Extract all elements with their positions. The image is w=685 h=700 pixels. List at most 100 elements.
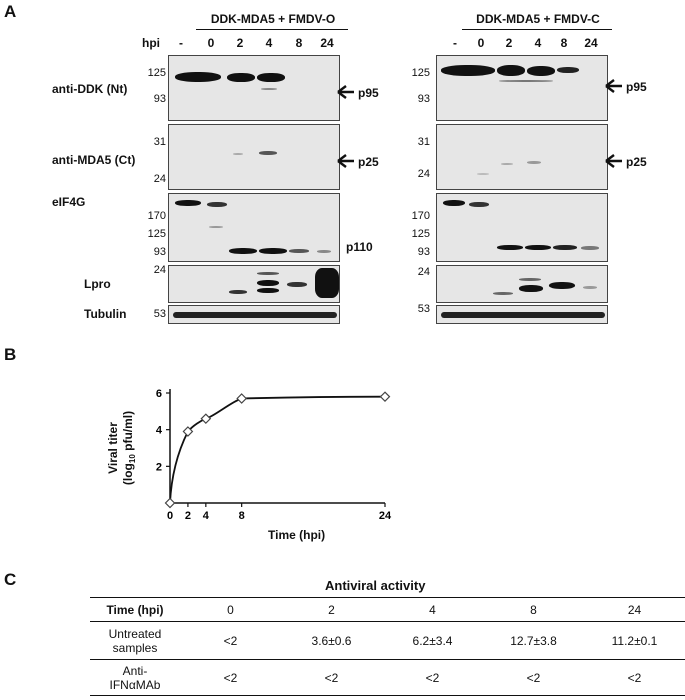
table-row-label: Anti- IFNαMAb bbox=[109, 663, 161, 692]
left-lane-label: 2 bbox=[236, 36, 244, 50]
ylabel-line2: (log10 pfu/ml) bbox=[120, 410, 138, 486]
data-point bbox=[379, 391, 391, 403]
left-lane-label: 4 bbox=[265, 36, 273, 50]
table-cell: <2 bbox=[324, 670, 339, 685]
left-lane-label: - bbox=[179, 36, 183, 50]
blot-left-anti-ddk bbox=[168, 55, 340, 121]
panel-a-letter: A bbox=[4, 2, 17, 21]
left-p110-label: p110 bbox=[346, 240, 373, 254]
right-p95-label: p95 bbox=[626, 80, 647, 94]
table-cell: 11.2±0.1 bbox=[611, 633, 658, 648]
right-title-rule bbox=[462, 29, 612, 30]
chart-xlabel: Time (hpi) bbox=[268, 528, 326, 542]
right-blot-title: DDK-MDA5 + FMDV-C bbox=[476, 12, 600, 26]
left-title-rule bbox=[196, 29, 348, 30]
table-header-cell: 8 bbox=[530, 602, 537, 617]
table-cell: <2 bbox=[425, 670, 440, 685]
blot-right-anti-mda5 bbox=[436, 124, 608, 190]
chart-ylabel: Viral titer (log10 pfu/ml) bbox=[106, 388, 140, 508]
right-lane-label: 4 bbox=[534, 36, 542, 50]
table-header-cell: 2 bbox=[328, 602, 335, 617]
blot-right-anti-ddk bbox=[436, 55, 608, 121]
right-arrow-p95 bbox=[605, 79, 622, 93]
table-header-cell: 24 bbox=[627, 602, 642, 617]
table-cell: <2 bbox=[526, 670, 541, 685]
panel-b-letter: B bbox=[4, 345, 17, 364]
blot-right-eif4g bbox=[436, 193, 608, 262]
x-tick-label: 2 bbox=[185, 510, 191, 522]
table-cell: 6.2±3.4 bbox=[412, 633, 453, 648]
y-tick-label: 6 bbox=[156, 388, 162, 400]
table-header-cell: Time (hpi) bbox=[106, 602, 164, 617]
mw-marker: 24 bbox=[153, 264, 166, 276]
table-row-label: Untreated samples bbox=[108, 626, 162, 655]
mw-marker: 53 bbox=[153, 308, 166, 320]
table-title: Antiviral activity bbox=[325, 578, 426, 593]
blot-left-tubulin bbox=[168, 305, 340, 324]
mw-marker: 170 bbox=[147, 210, 166, 222]
table-cell: <2 bbox=[627, 670, 642, 685]
x-tick-label: 24 bbox=[379, 510, 392, 522]
left-hpi-label: hpi bbox=[142, 36, 160, 50]
blot-left-anti-mda5 bbox=[168, 124, 340, 190]
data-point bbox=[182, 426, 194, 437]
table-header-cell: 0 bbox=[227, 602, 234, 617]
mw-marker: 24 bbox=[417, 266, 430, 278]
x-tick-label: 4 bbox=[203, 510, 210, 522]
mw-marker: 24 bbox=[417, 168, 430, 180]
row-label-eif4g: eIF4G bbox=[52, 195, 86, 209]
mw-marker: 31 bbox=[153, 136, 166, 148]
right-p25-label: p25 bbox=[626, 155, 647, 169]
mw-marker: 93 bbox=[417, 246, 430, 258]
right-arrow-p25 bbox=[605, 154, 622, 168]
row-label-anti-mda5: anti-MDA5 (Ct) bbox=[52, 153, 136, 167]
mw-marker: 125 bbox=[411, 67, 430, 79]
table-cell: 12.7±3.8 bbox=[510, 633, 557, 648]
mw-marker: 93 bbox=[417, 93, 430, 105]
antiviral-activity-table: Time (hpi) 0 2 4 8 24 Untreated samples <… bbox=[90, 597, 685, 696]
left-arrow-p95 bbox=[337, 85, 354, 99]
table-cell: <2 bbox=[223, 633, 238, 648]
data-point bbox=[236, 393, 248, 404]
table-cell: <2 bbox=[223, 670, 238, 685]
table-row: Anti- IFNαMAb <2 <2 <2 <2 <2 bbox=[90, 660, 685, 696]
x-tick-label: 8 bbox=[239, 510, 245, 522]
mw-marker: 31 bbox=[417, 136, 430, 148]
y-tick-label: 2 bbox=[156, 461, 162, 473]
table-header-row: Time (hpi) 0 2 4 8 24 bbox=[90, 597, 685, 622]
table-row: Untreated samples <2 3.6±0.6 6.2±3.4 12.7… bbox=[90, 622, 685, 660]
left-lane-label: 0 bbox=[207, 36, 215, 50]
data-point bbox=[200, 413, 212, 425]
ylabel-line1: Viral titer bbox=[105, 422, 120, 474]
titer-series-line bbox=[169, 395, 386, 504]
right-lane-label: 2 bbox=[505, 36, 513, 50]
mw-marker: 93 bbox=[153, 93, 166, 105]
blot-right-tubulin bbox=[436, 305, 608, 324]
blot-right-lpro bbox=[436, 265, 608, 303]
row-label-tubulin: Tubulin bbox=[84, 307, 127, 321]
mw-marker: 53 bbox=[417, 303, 430, 315]
right-lane-label: 8 bbox=[560, 36, 568, 50]
right-lane-label: 0 bbox=[477, 36, 485, 50]
left-arrow-p25 bbox=[337, 154, 354, 168]
mw-marker: 125 bbox=[147, 228, 166, 240]
left-blot-title: DDK-MDA5 + FMDV-O bbox=[210, 12, 336, 26]
row-label-anti-ddk: anti-DDK (Nt) bbox=[52, 82, 128, 96]
mw-marker: 170 bbox=[411, 210, 430, 222]
mw-marker: 93 bbox=[153, 246, 166, 258]
left-lane-label: 24 bbox=[320, 36, 334, 50]
y-tick-label: 4 bbox=[156, 425, 163, 437]
data-point bbox=[164, 497, 176, 509]
right-lane-label: 24 bbox=[584, 36, 598, 50]
right-lane-label: - bbox=[453, 36, 457, 50]
blot-left-lpro bbox=[168, 265, 340, 303]
mw-marker: 125 bbox=[411, 228, 430, 240]
panel-c-letter: C bbox=[4, 570, 17, 589]
table-header-cell: 4 bbox=[429, 602, 436, 617]
left-p95-label: p95 bbox=[358, 86, 379, 100]
left-lane-label: 8 bbox=[295, 36, 303, 50]
blot-left-eif4g bbox=[168, 193, 340, 262]
mw-marker: 24 bbox=[153, 173, 166, 185]
left-p25-label: p25 bbox=[358, 155, 379, 169]
